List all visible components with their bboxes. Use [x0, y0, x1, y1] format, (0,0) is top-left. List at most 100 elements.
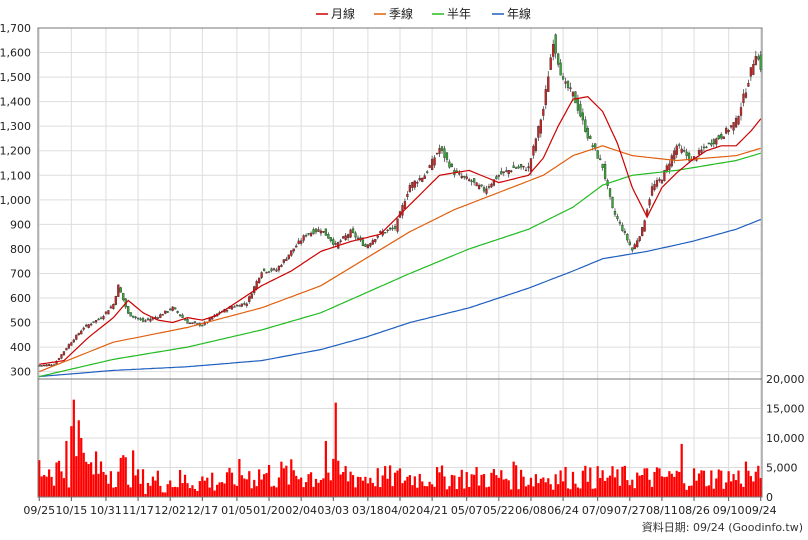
- candle-body: [354, 232, 357, 238]
- candle-body: [92, 321, 95, 323]
- candle-body: [235, 304, 239, 307]
- volume-bar: [717, 469, 720, 497]
- volume-bar: [440, 465, 444, 497]
- volume-bar: [470, 474, 473, 497]
- candle-body: [438, 148, 441, 154]
- candle-body: [270, 268, 273, 272]
- volume-bar: [181, 483, 184, 497]
- candle-body: [450, 163, 454, 167]
- volume-bar: [374, 486, 377, 497]
- volume-bar: [621, 466, 624, 497]
- volume-bar: [626, 480, 629, 497]
- date-tick-label: 01/20: [253, 504, 285, 517]
- volume-bar: [287, 484, 290, 497]
- volume-bar: [705, 486, 708, 497]
- candle-body: [290, 250, 293, 256]
- candle-body: [591, 145, 594, 147]
- candle-body: [87, 324, 90, 328]
- date-tick-label: 09/25: [23, 504, 55, 517]
- volume-bar: [403, 480, 407, 497]
- candle-body: [623, 230, 626, 233]
- volume-bar: [220, 482, 224, 497]
- candle-body: [80, 330, 83, 335]
- date-tick-label: 04/02: [384, 504, 416, 517]
- volume-bar: [497, 477, 500, 497]
- volume-bar: [65, 440, 68, 497]
- volume-bar: [90, 462, 93, 497]
- candle-body: [423, 175, 426, 179]
- volume-bar: [260, 479, 263, 497]
- volume-bar: [161, 492, 164, 497]
- volume-bar: [581, 470, 584, 497]
- date-tick-label: 05/07: [451, 504, 483, 517]
- volume-bar: [586, 481, 589, 497]
- volume-bar: [692, 468, 696, 497]
- candle-body: [379, 231, 382, 233]
- volume-bar: [715, 478, 718, 497]
- volume-bar: [386, 478, 389, 497]
- moving-average-lines: [38, 96, 762, 378]
- candle-body: [149, 318, 152, 322]
- volume-bar: [267, 464, 271, 497]
- volume-bar: [744, 461, 748, 497]
- volume-bar: [166, 484, 169, 497]
- candle-body: [250, 293, 253, 299]
- date-tick-label: 07/27: [614, 504, 646, 517]
- volume-bar: [747, 470, 750, 497]
- volume-bar: [675, 470, 678, 497]
- price-tick-label: 1,100: [0, 169, 31, 182]
- volume-bar: [50, 476, 53, 497]
- candle-body: [547, 76, 550, 92]
- volume-bar: [186, 483, 189, 497]
- date-tick-label: 08/26: [678, 504, 710, 517]
- volume-bar: [490, 472, 493, 497]
- candle-body: [211, 317, 214, 320]
- volume-bar: [695, 480, 698, 497]
- volume-bar: [117, 471, 120, 497]
- volume-bar: [381, 475, 384, 497]
- volume-bar: [396, 470, 399, 497]
- candle-body: [631, 247, 634, 251]
- candle-body: [687, 152, 691, 161]
- legend-label: 月線: [331, 6, 355, 21]
- volume-bar: [208, 487, 211, 497]
- date-tick-label: 05/22: [483, 504, 515, 517]
- candle-body: [351, 228, 355, 233]
- volume-bar: [557, 484, 560, 497]
- date-tick-label: 06/24: [547, 504, 579, 517]
- volume-bar: [356, 476, 360, 497]
- volume-bar: [359, 477, 362, 497]
- volume-bar: [734, 480, 738, 497]
- candle-body: [641, 227, 644, 237]
- volume-bar: [623, 465, 626, 497]
- candle-body: [475, 182, 478, 187]
- candle-body: [576, 98, 580, 111]
- volume-bar: [151, 476, 155, 497]
- volume-bar: [712, 488, 715, 497]
- volume-bar: [460, 469, 463, 497]
- volume-bar: [45, 476, 48, 497]
- volume-bar: [534, 474, 538, 497]
- volume-bar: [80, 438, 83, 497]
- volume-bar: [282, 468, 285, 497]
- candle-body: [655, 180, 659, 187]
- candle-body: [608, 188, 612, 197]
- volume-bar: [606, 477, 609, 497]
- volume-bar: [97, 473, 100, 497]
- candle-body: [332, 239, 335, 245]
- volume-bar: [445, 489, 449, 497]
- volume-bar: [683, 483, 686, 497]
- candle-body: [295, 245, 298, 248]
- candle-body: [114, 296, 117, 305]
- volume-bar: [522, 476, 525, 497]
- candle-body: [554, 34, 557, 54]
- candle-body: [411, 182, 414, 188]
- volume-bar: [124, 457, 127, 497]
- candle-body: [601, 163, 604, 169]
- volume-bar: [485, 487, 488, 497]
- candle-body: [648, 199, 651, 206]
- candle-body: [396, 218, 399, 232]
- volume-bar: [468, 486, 471, 497]
- candle-body: [589, 136, 592, 139]
- candle-body: [458, 173, 461, 175]
